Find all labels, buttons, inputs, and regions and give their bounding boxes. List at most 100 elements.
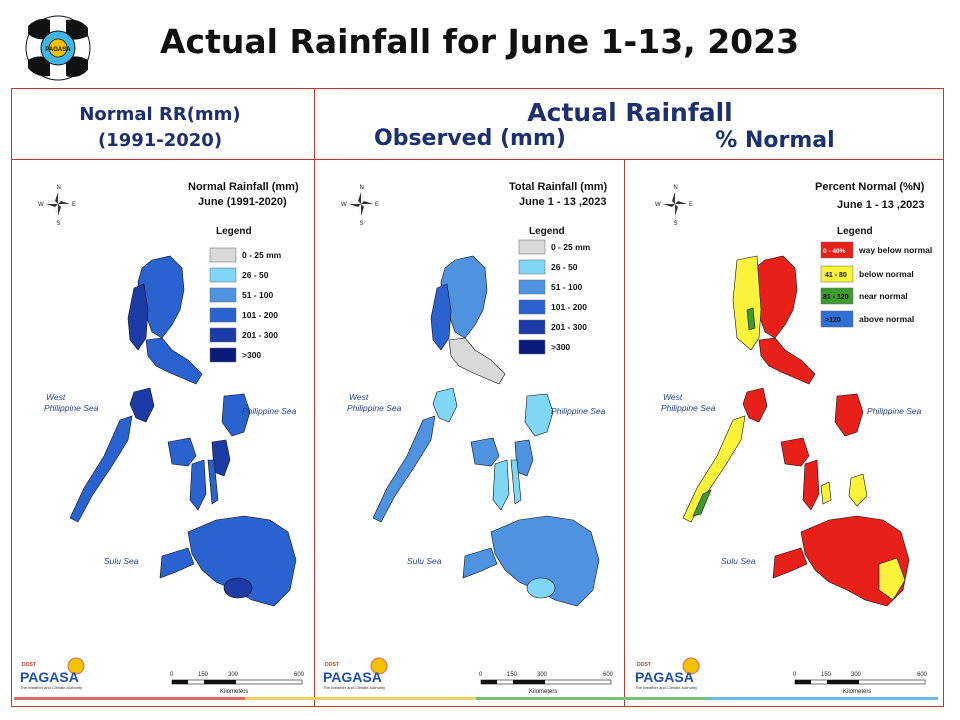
island-luzon-west xyxy=(732,255,762,351)
island-samar xyxy=(834,393,864,437)
compass-n: N xyxy=(360,185,364,191)
actual-header: Actual Rainfall xyxy=(527,98,733,127)
legend-swatch-51-100 xyxy=(209,287,237,303)
percent-normal-map: N S E W Percent Normal (%N) June 1 - 13 … xyxy=(635,181,932,695)
philippines-islands xyxy=(69,255,297,607)
logo-pagasa-text: PAGASA xyxy=(635,669,694,685)
legend-label-above: above normal xyxy=(859,314,914,324)
compass-e: E xyxy=(72,202,76,208)
island-zamboanga xyxy=(462,547,498,579)
logo-mark-text: PAGASA xyxy=(45,47,71,53)
island-luzon-west xyxy=(430,283,452,351)
normal-rainfall-map: N S E W Normal Rainfall (mm) June (1991-… xyxy=(20,181,305,695)
compass-e: E xyxy=(689,202,693,208)
compass-s: S xyxy=(674,221,678,227)
island-mindoro xyxy=(742,387,768,423)
logo-pagasa-text: PAGASA xyxy=(323,669,382,685)
sea-sulu-label: Sulu Sea xyxy=(721,556,756,566)
legend-title-2: Legend xyxy=(529,226,565,237)
compass-w: W xyxy=(38,202,44,208)
observed-rainfall-map: N S E W Total Rainfall (mm) June 1 - 13 … xyxy=(323,181,614,695)
scale-tick-0: 0 xyxy=(170,672,174,678)
legend-swatch-101-200 xyxy=(209,307,237,323)
island-negros xyxy=(802,459,820,511)
legend-swatch-26-50 xyxy=(518,259,546,275)
legend-label-51-100: 51 - 100 xyxy=(551,282,582,292)
island-zamboanga xyxy=(772,547,808,579)
scale-tick-300: 300 xyxy=(228,672,239,678)
island-luzon-south xyxy=(145,337,203,385)
sea-west-label-1: West xyxy=(46,392,66,402)
observed-rainfall-map-panel: N S E W Total Rainfall (mm) June 1 - 13 … xyxy=(315,160,624,700)
legend-label-300-plus: >300 xyxy=(551,342,570,352)
scale-tick-300: 300 xyxy=(851,672,862,678)
legend-label-101-200: 101 - 200 xyxy=(551,302,587,312)
island-mindanao xyxy=(187,515,297,607)
legend-swatch-above xyxy=(820,310,854,328)
legend-title-3: Legend xyxy=(837,226,873,237)
legend-label-near: near normal xyxy=(859,291,908,301)
compass-n: N xyxy=(674,185,678,191)
sea-west-label-2: Philippine Sea xyxy=(661,403,716,413)
legend-label-300-plus: >300 xyxy=(242,350,261,360)
legend-label-0-25: 0 - 25 mm xyxy=(242,250,282,260)
island-mindanao xyxy=(490,515,600,607)
sea-west-label-2: Philippine Sea xyxy=(347,403,402,413)
compass-e: E xyxy=(375,202,379,208)
band-blue xyxy=(707,697,938,700)
scale-bar: 0 150 300 600 Kilometers xyxy=(793,672,928,695)
philippines-islands xyxy=(682,255,910,607)
island-negros xyxy=(189,459,207,511)
percent-normal-header: % Normal xyxy=(715,128,835,153)
legend-1: 0 - 25 mm 26 - 50 51 - 100 101 - 200 201… xyxy=(209,247,282,363)
legend-3: 0 - 40% way below normal 41 - 80 below n… xyxy=(820,241,932,328)
island-cebu xyxy=(510,459,522,505)
scale-tick-150: 150 xyxy=(507,672,518,678)
logo-dost-text: DOST xyxy=(637,662,651,668)
compass-n: N xyxy=(57,185,61,191)
compass-w: W xyxy=(341,202,347,208)
map-title-2: Total Rainfall (mm) xyxy=(509,181,608,193)
legend-label-51-100: 51 - 100 xyxy=(242,290,273,300)
legend-swatch-26-50 xyxy=(209,267,237,283)
compass-rose: N S E W xyxy=(38,185,76,227)
legend-range-way-below: 0 - 40% xyxy=(823,248,846,255)
island-luzon-nw-near xyxy=(746,307,756,331)
scale-unit: Kilometers xyxy=(843,689,871,695)
legend-swatch-0-25 xyxy=(209,247,237,263)
mindanao-core xyxy=(223,577,253,599)
page-title: Actual Rainfall for June 1-13, 2023 xyxy=(160,22,800,61)
map-title-3: Percent Normal (%N) xyxy=(815,181,925,193)
logo-tagline-text: The Weather and Climate Authority xyxy=(635,685,697,690)
legend-label-201-300: 201 - 300 xyxy=(242,330,278,340)
legend-swatch-300-plus xyxy=(518,339,546,355)
scale-tick-0: 0 xyxy=(479,672,483,678)
legend-label-101-200: 101 - 200 xyxy=(242,310,278,320)
scale-tick-300: 300 xyxy=(537,672,548,678)
scale-bar: 0 150 300 600 Kilometers xyxy=(170,672,305,695)
sea-sulu-label: Sulu Sea xyxy=(407,556,442,566)
sea-philippine-label: Philippine Sea xyxy=(242,406,297,416)
legend-label-26-50: 26 - 50 xyxy=(242,270,269,280)
legend-swatch-300-plus xyxy=(209,347,237,363)
legend-swatch-way-below xyxy=(820,241,854,259)
pagasa-footer-logo: DOST PAGASA The Weather and Climate Auth… xyxy=(20,657,85,690)
island-mindoro xyxy=(432,387,458,423)
percent-normal-map-panel: N S E W Percent Normal (%N) June 1 - 13 … xyxy=(625,160,943,700)
scale-tick-150: 150 xyxy=(821,672,832,678)
legend-title-1: Legend xyxy=(216,226,252,237)
logo-tagline-text: The Weather and Climate Authority xyxy=(323,685,385,690)
island-luzon-south xyxy=(448,337,506,385)
island-zamboanga xyxy=(159,547,195,579)
island-palawan-near xyxy=(692,489,712,517)
legend-2: 0 - 25 mm 26 - 50 51 - 100 101 - 200 201… xyxy=(518,239,591,355)
observed-header: Observed (mm) xyxy=(374,126,566,151)
logo-dost-text: DOST xyxy=(22,662,36,668)
map-panels-frame xyxy=(11,159,944,707)
island-panay xyxy=(780,437,810,467)
logo-tagline-text: The Weather and Climate Authority xyxy=(20,685,82,690)
island-samar xyxy=(524,393,554,437)
panel-divider-2 xyxy=(624,159,625,707)
sea-philippine-label: Philippine Sea xyxy=(867,406,922,416)
legend-swatch-0-25 xyxy=(518,239,546,255)
